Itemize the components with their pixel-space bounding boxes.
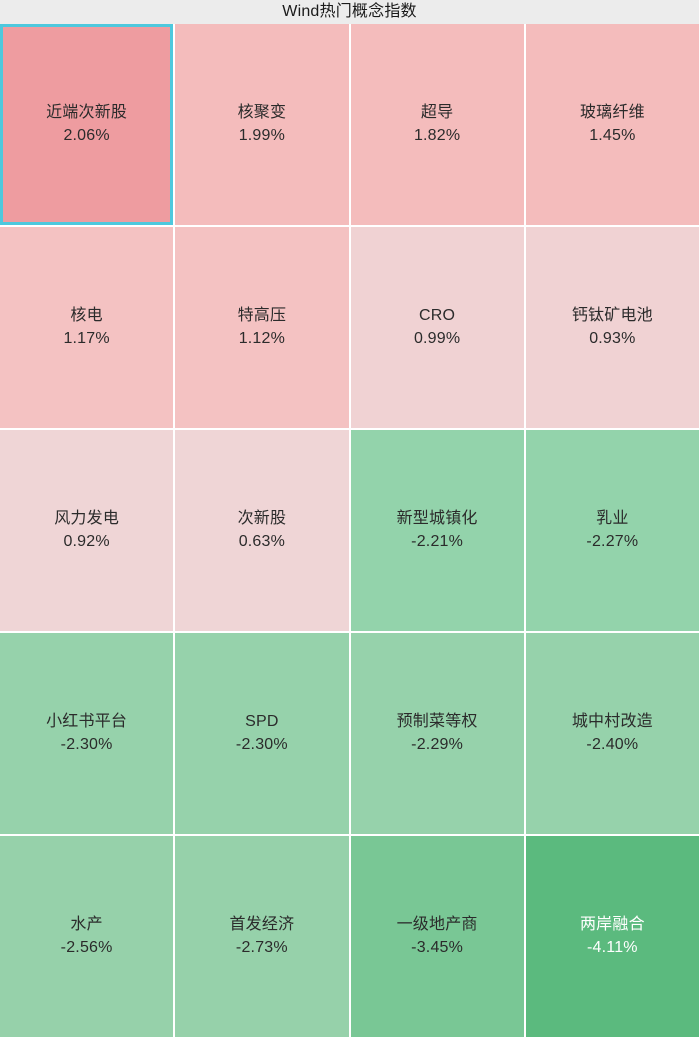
treemap-cell-label: SPD (245, 712, 279, 730)
treemap-cell-label: 新型城镇化 (396, 509, 478, 527)
treemap-cell[interactable]: 近端次新股 2.06% (0, 24, 174, 225)
treemap-cell-label: 城中村改造 (571, 712, 653, 730)
treemap-grid: 近端次新股 2.06% 核聚变 1.99% 超导 1.82% 玻璃纤维 1.45% 核电 1.17… (0, 24, 699, 1037)
treemap-cell-value: -2.21% (411, 532, 464, 550)
treemap-cell[interactable]: 水产 -2.56% (0, 836, 174, 1037)
treemap-cell-label: 玻璃纤维 (579, 103, 645, 121)
treemap-cell-value: 0.99% (413, 329, 461, 347)
treemap-cell-value: 1.45% (589, 126, 636, 144)
treemap-cell-value: 1.99% (238, 126, 286, 144)
treemap-cell[interactable]: 首发经济 -2.73% (175, 836, 349, 1037)
treemap-cell-value: 1.82% (413, 126, 461, 144)
treemap-cell[interactable]: 乳业 -2.27% (525, 430, 699, 631)
treemap-cell-label: 两岸融合 (579, 915, 645, 933)
treemap-cell-label: 水产 (70, 915, 103, 933)
treemap-cell-value: 1.17% (63, 329, 110, 347)
treemap-cell-label: 超导 (420, 103, 454, 121)
treemap-cell-value: -2.56% (60, 938, 113, 956)
treemap-cell-value: -2.27% (586, 532, 639, 550)
treemap-cell[interactable]: 核电 1.17% (0, 227, 174, 428)
treemap-cell[interactable]: 核聚变 1.99% (175, 24, 349, 225)
treemap-cell-value: 0.93% (589, 329, 636, 347)
treemap-cell-value: -4.11% (587, 938, 638, 956)
treemap-cell[interactable]: 玻璃纤维 1.45% (525, 24, 699, 225)
treemap-cell[interactable]: 超导 1.82% (350, 24, 524, 225)
treemap-cell-value: -3.45% (411, 938, 464, 956)
treemap-cell-label: 一级地产商 (396, 915, 478, 933)
treemap-cell-value: 0.92% (63, 532, 110, 550)
treemap-cell[interactable]: 预制菜等权 -2.29% (350, 633, 524, 834)
treemap-cell-value: -2.30% (60, 735, 113, 753)
treemap-cell[interactable]: 两岸融合 -4.11% (525, 836, 699, 1037)
treemap-cell-value: -2.73% (235, 938, 288, 956)
page-title: Wind热门概念指数 (0, 0, 699, 24)
treemap-cell[interactable]: 特高压 1.12% (175, 227, 349, 428)
treemap-cell-label: 风力发电 (54, 509, 120, 527)
treemap-cell[interactable]: 小红书平台 -2.30% (0, 633, 174, 834)
treemap-cell-label: 钙钛矿电池 (571, 306, 653, 324)
treemap-cell-label: 核电 (70, 306, 103, 324)
treemap-cell[interactable]: 次新股 0.63% (175, 430, 349, 631)
treemap-cell[interactable]: 钙钛矿电池 0.93% (525, 227, 699, 428)
treemap-cell[interactable]: 城中村改造 -2.40% (525, 633, 699, 834)
treemap-cell-label: 近端次新股 (46, 103, 128, 121)
treemap-cell[interactable]: 一级地产商 -3.45% (350, 836, 524, 1037)
treemap-cell[interactable]: CRO 0.99% (350, 227, 524, 428)
treemap-cell-label: 核聚变 (237, 103, 287, 121)
treemap-cell-label: 乳业 (596, 509, 629, 527)
treemap-cell-value: 2.06% (63, 126, 110, 144)
treemap-cell-label: CRO (419, 306, 456, 324)
treemap-cell-label: 小红书平台 (46, 712, 128, 730)
treemap-cell-value: -2.40% (586, 735, 639, 753)
treemap-cell[interactable]: 风力发电 0.92% (0, 430, 174, 631)
treemap-cell-value: 0.63% (238, 532, 286, 550)
treemap-cell-label: 特高压 (237, 306, 287, 324)
treemap-cell-value: -2.29% (411, 735, 464, 753)
treemap-cell-label: 首发经济 (229, 915, 295, 933)
treemap-cell[interactable]: 新型城镇化 -2.21% (350, 430, 524, 631)
treemap-cell-value: 1.12% (238, 329, 286, 347)
treemap-cell-label: 次新股 (237, 509, 287, 527)
treemap-cell[interactable]: SPD -2.30% (175, 633, 349, 834)
treemap-cell-label: 预制菜等权 (396, 712, 478, 730)
treemap-cell-value: -2.30% (235, 735, 288, 753)
